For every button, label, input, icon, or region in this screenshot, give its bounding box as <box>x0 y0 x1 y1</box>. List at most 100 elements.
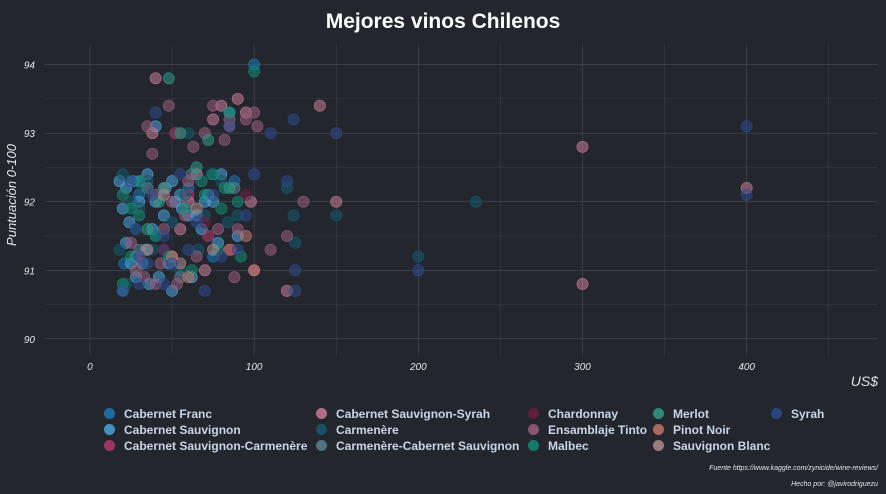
data-point <box>162 99 175 112</box>
data-point <box>125 175 137 188</box>
x-tick-label: 400 <box>738 362 755 373</box>
legend-swatch <box>653 408 664 419</box>
data-points <box>113 58 753 297</box>
data-point <box>218 134 231 146</box>
data-point <box>240 209 252 222</box>
data-point <box>469 195 482 208</box>
legend-item: Cabernet Sauvignon-Carmenère <box>104 438 316 453</box>
data-point <box>231 92 244 105</box>
legend-swatch <box>653 440 664 451</box>
data-point <box>207 113 219 126</box>
legend-label: Syrah <box>791 406 825 421</box>
data-point <box>576 278 589 290</box>
legend-label: Sauvignon Blanc <box>673 438 771 453</box>
source-caption: Fuente https://www.kaggle.com/zynicide/w… <box>709 465 878 472</box>
data-point <box>182 243 195 256</box>
data-point <box>198 284 211 297</box>
data-point <box>251 120 264 133</box>
y-tick-label: 94 <box>24 61 36 72</box>
chart-title: Mejores vinos Chilenos <box>325 10 561 33</box>
legend-item: Chardonnay <box>528 406 653 421</box>
legend-spacer <box>771 422 861 437</box>
data-point <box>212 223 224 236</box>
data-point <box>130 223 142 236</box>
legend-item: Cabernet Sauvignon-Syrah <box>316 406 528 421</box>
y-tick-label: 93 <box>24 129 36 140</box>
x-tick-label: 0 <box>87 362 93 373</box>
data-point <box>202 134 215 146</box>
chart-legend: Cabernet Franc Cabernet Sauvignon-Syrah Ch… <box>104 406 864 453</box>
data-point <box>146 188 159 201</box>
data-point <box>174 223 187 236</box>
data-point <box>289 284 302 297</box>
data-point <box>240 188 252 201</box>
legend-item: Malbec <box>528 438 653 453</box>
legend-swatch <box>316 424 327 435</box>
data-point <box>166 257 178 270</box>
data-point <box>287 113 300 126</box>
data-point <box>297 195 310 208</box>
data-point <box>174 168 187 181</box>
data-point <box>113 243 126 256</box>
data-point <box>412 250 425 263</box>
data-point <box>223 120 236 133</box>
data-point <box>130 264 142 277</box>
data-point <box>207 99 219 112</box>
data-point <box>146 147 159 160</box>
data-point <box>179 188 192 201</box>
data-point <box>248 65 261 78</box>
legend-item: Pinot Noir <box>653 422 771 437</box>
data-point <box>289 236 302 249</box>
data-point <box>281 230 293 242</box>
legend-swatch <box>528 440 539 451</box>
data-point <box>141 223 154 236</box>
data-point <box>179 202 192 215</box>
data-point <box>281 175 293 188</box>
data-point <box>202 230 215 242</box>
data-point <box>207 168 219 181</box>
legend-item: Cabernet Franc <box>104 406 316 421</box>
legend-label: Cabernet Sauvignon-Syrah <box>336 406 491 421</box>
legend-item: Sauvignon Blanc <box>653 438 771 453</box>
data-point <box>190 202 203 215</box>
data-point <box>207 243 219 256</box>
data-point <box>240 113 252 126</box>
data-point <box>248 106 261 119</box>
data-point <box>182 175 195 188</box>
data-point <box>215 202 228 215</box>
legend-item: Cabernet Sauvignon <box>104 422 316 437</box>
data-point <box>141 120 154 133</box>
data-point <box>149 72 162 85</box>
data-point <box>166 216 178 229</box>
data-point <box>116 188 129 201</box>
legend-swatch <box>104 424 115 435</box>
legend-label: Cabernet Sauvignon <box>124 422 241 437</box>
data-point <box>116 168 129 181</box>
data-point <box>157 230 170 242</box>
data-point <box>166 195 178 208</box>
data-point <box>171 278 183 290</box>
data-point <box>195 175 208 188</box>
data-point <box>248 168 261 181</box>
y-tick-label: 90 <box>24 335 36 346</box>
legend-item: Merlot <box>653 406 771 421</box>
data-point <box>576 140 589 153</box>
data-point <box>125 236 137 249</box>
data-point <box>157 209 170 222</box>
legend-label: Carmenère <box>336 422 399 437</box>
legend-item: Syrah <box>771 406 861 421</box>
y-tick-label: 91 <box>24 266 35 277</box>
data-point <box>182 271 195 284</box>
data-point <box>157 278 170 290</box>
data-point <box>412 264 425 277</box>
x-tick-label: 300 <box>574 362 591 373</box>
data-point <box>313 99 326 112</box>
data-point <box>162 72 175 85</box>
legend-swatch <box>653 424 664 435</box>
data-point <box>231 195 244 208</box>
x-tick-label: 200 <box>409 362 427 373</box>
data-point <box>223 182 236 194</box>
data-point <box>223 106 236 119</box>
data-point <box>187 140 200 153</box>
